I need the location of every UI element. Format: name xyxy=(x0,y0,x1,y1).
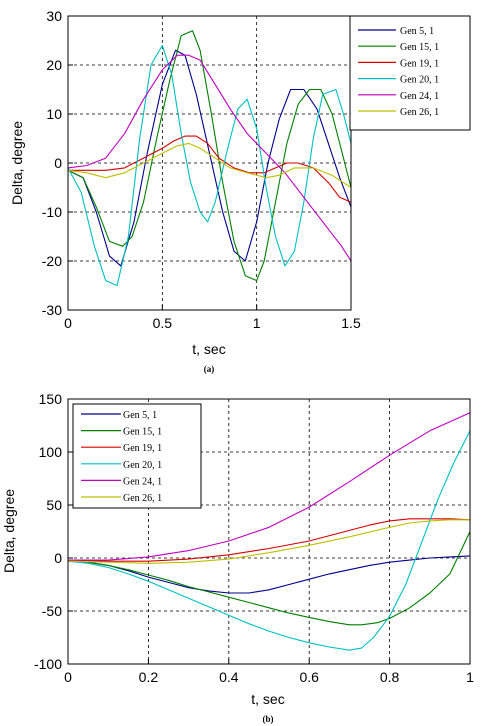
chart-a-caption: (a) xyxy=(204,364,215,374)
chart-b-legend-box xyxy=(72,403,202,509)
chart-b-series-line-3 xyxy=(67,518,471,562)
chart-b-legend-label: Gen 24, 1 xyxy=(123,476,162,487)
chart-b-series-line-1 xyxy=(67,555,471,594)
chart-b-legend: Gen 5, 1 Gen 15, 1 Gen 19, 1 Gen 20, 1 Gen 2… xyxy=(72,403,202,509)
chart-b-xtick-label: 0.8 xyxy=(380,669,400,685)
chart-b-legend-label: Gen 5, 1 xyxy=(123,410,157,421)
chart-b-xtick-label: 1 xyxy=(466,669,474,685)
chart-b-legend-label: Gen 20, 1 xyxy=(123,460,162,471)
chart-a-legend: Gen 5, 1 Gen 15, 1 Gen 19, 1 Gen 20, 1 Gen 2… xyxy=(349,15,471,131)
chart-a-xtick-label: 0 xyxy=(64,315,72,331)
chart-b-frame xyxy=(67,398,471,665)
chart-a-legend-label: Gen 19, 1 xyxy=(400,58,439,69)
chart-b-ytick-label: 150 xyxy=(39,391,63,407)
chart-a-ytick-label: -20 xyxy=(42,253,62,269)
chart-b-series-line-4 xyxy=(67,430,471,651)
chart-b-ytick-label: 0 xyxy=(54,550,62,566)
chart-a-legend-label: Gen 20, 1 xyxy=(400,75,439,86)
chart-a-xlabel: t, sec xyxy=(192,341,225,357)
chart-b-legend-label: Gen 26, 1 xyxy=(123,493,162,504)
chart-a-series-line-5 xyxy=(67,54,352,262)
chart-b-series xyxy=(67,412,471,651)
chart-a-xtick-label: 1.5 xyxy=(341,315,361,331)
chart-a-ytick-label: 20 xyxy=(46,57,62,73)
chart-a-legend-label: Gen 24, 1 xyxy=(400,91,439,102)
chart-b-xlabel: t, sec xyxy=(251,691,284,707)
chart-a-legend-label: Gen 26, 1 xyxy=(400,107,439,118)
chart-b-series-line-2 xyxy=(67,531,471,626)
chart-b-xtick-label: 0 xyxy=(64,669,72,685)
chart-b: 0 0.2 0.4 0.6 0.8 1 -100 -50 0 50 100 150 t, sec De… xyxy=(1,391,474,724)
chart-a-legend-label: Gen 5, 1 xyxy=(400,26,434,37)
chart-b-legend-label: Gen 19, 1 xyxy=(123,443,162,454)
chart-a-legend-label: Gen 15, 1 xyxy=(400,42,439,53)
chart-a-series-line-6 xyxy=(67,142,352,188)
chart-a-xtick-label: 1 xyxy=(253,315,261,331)
chart-a-ytick-label: 30 xyxy=(46,8,62,24)
chart-b-legend-label: Gen 15, 1 xyxy=(123,427,162,438)
chart-b-ticks: 0 0.2 0.4 0.6 0.8 1 -100 -50 0 50 100 150 xyxy=(34,391,474,685)
chart-a: 0 0.5 1 1.5 -30 -20 -10 0 10 20 30 t, sec Delta, d… xyxy=(9,8,471,374)
chart-b-caption: (b) xyxy=(263,714,274,724)
chart-b-xtick-label: 0.2 xyxy=(139,669,159,685)
chart-a-ytick-label: 10 xyxy=(46,106,62,122)
chart-a-ytick-label: -30 xyxy=(42,302,62,318)
chart-b-ytick-label: -50 xyxy=(42,603,62,619)
chart-b-ytick-label: 50 xyxy=(46,497,62,513)
chart-a-grid xyxy=(68,16,351,310)
chart-a-series-line-2 xyxy=(67,30,352,282)
chart-b-ytick-label: -100 xyxy=(34,656,62,672)
chart-a-xtick-label: 0.5 xyxy=(153,315,173,331)
chart-b-ytick-label: 100 xyxy=(39,444,63,460)
chart-a-series xyxy=(67,30,352,287)
chart-a-ylabel: Delta, degree xyxy=(9,121,25,205)
chart-a-ticks: 0 0.5 1 1.5 -30 -20 -10 0 10 20 30 xyxy=(42,8,361,331)
chart-a-series-line-3 xyxy=(68,135,352,203)
chart-a-series-line-4 xyxy=(67,44,352,287)
chart-b-ylabel: Delta, degree xyxy=(1,489,17,573)
chart-b-series-line-5 xyxy=(68,412,471,561)
chart-b-xtick-label: 0.6 xyxy=(299,669,319,685)
chart-b-series-line-6 xyxy=(67,519,470,564)
chart-a-series-line-1 xyxy=(67,49,352,267)
chart-a-ytick-label: -10 xyxy=(42,204,62,220)
chart-a-ytick-label: 0 xyxy=(54,155,62,171)
chart-b-xtick-label: 0.4 xyxy=(219,669,239,685)
